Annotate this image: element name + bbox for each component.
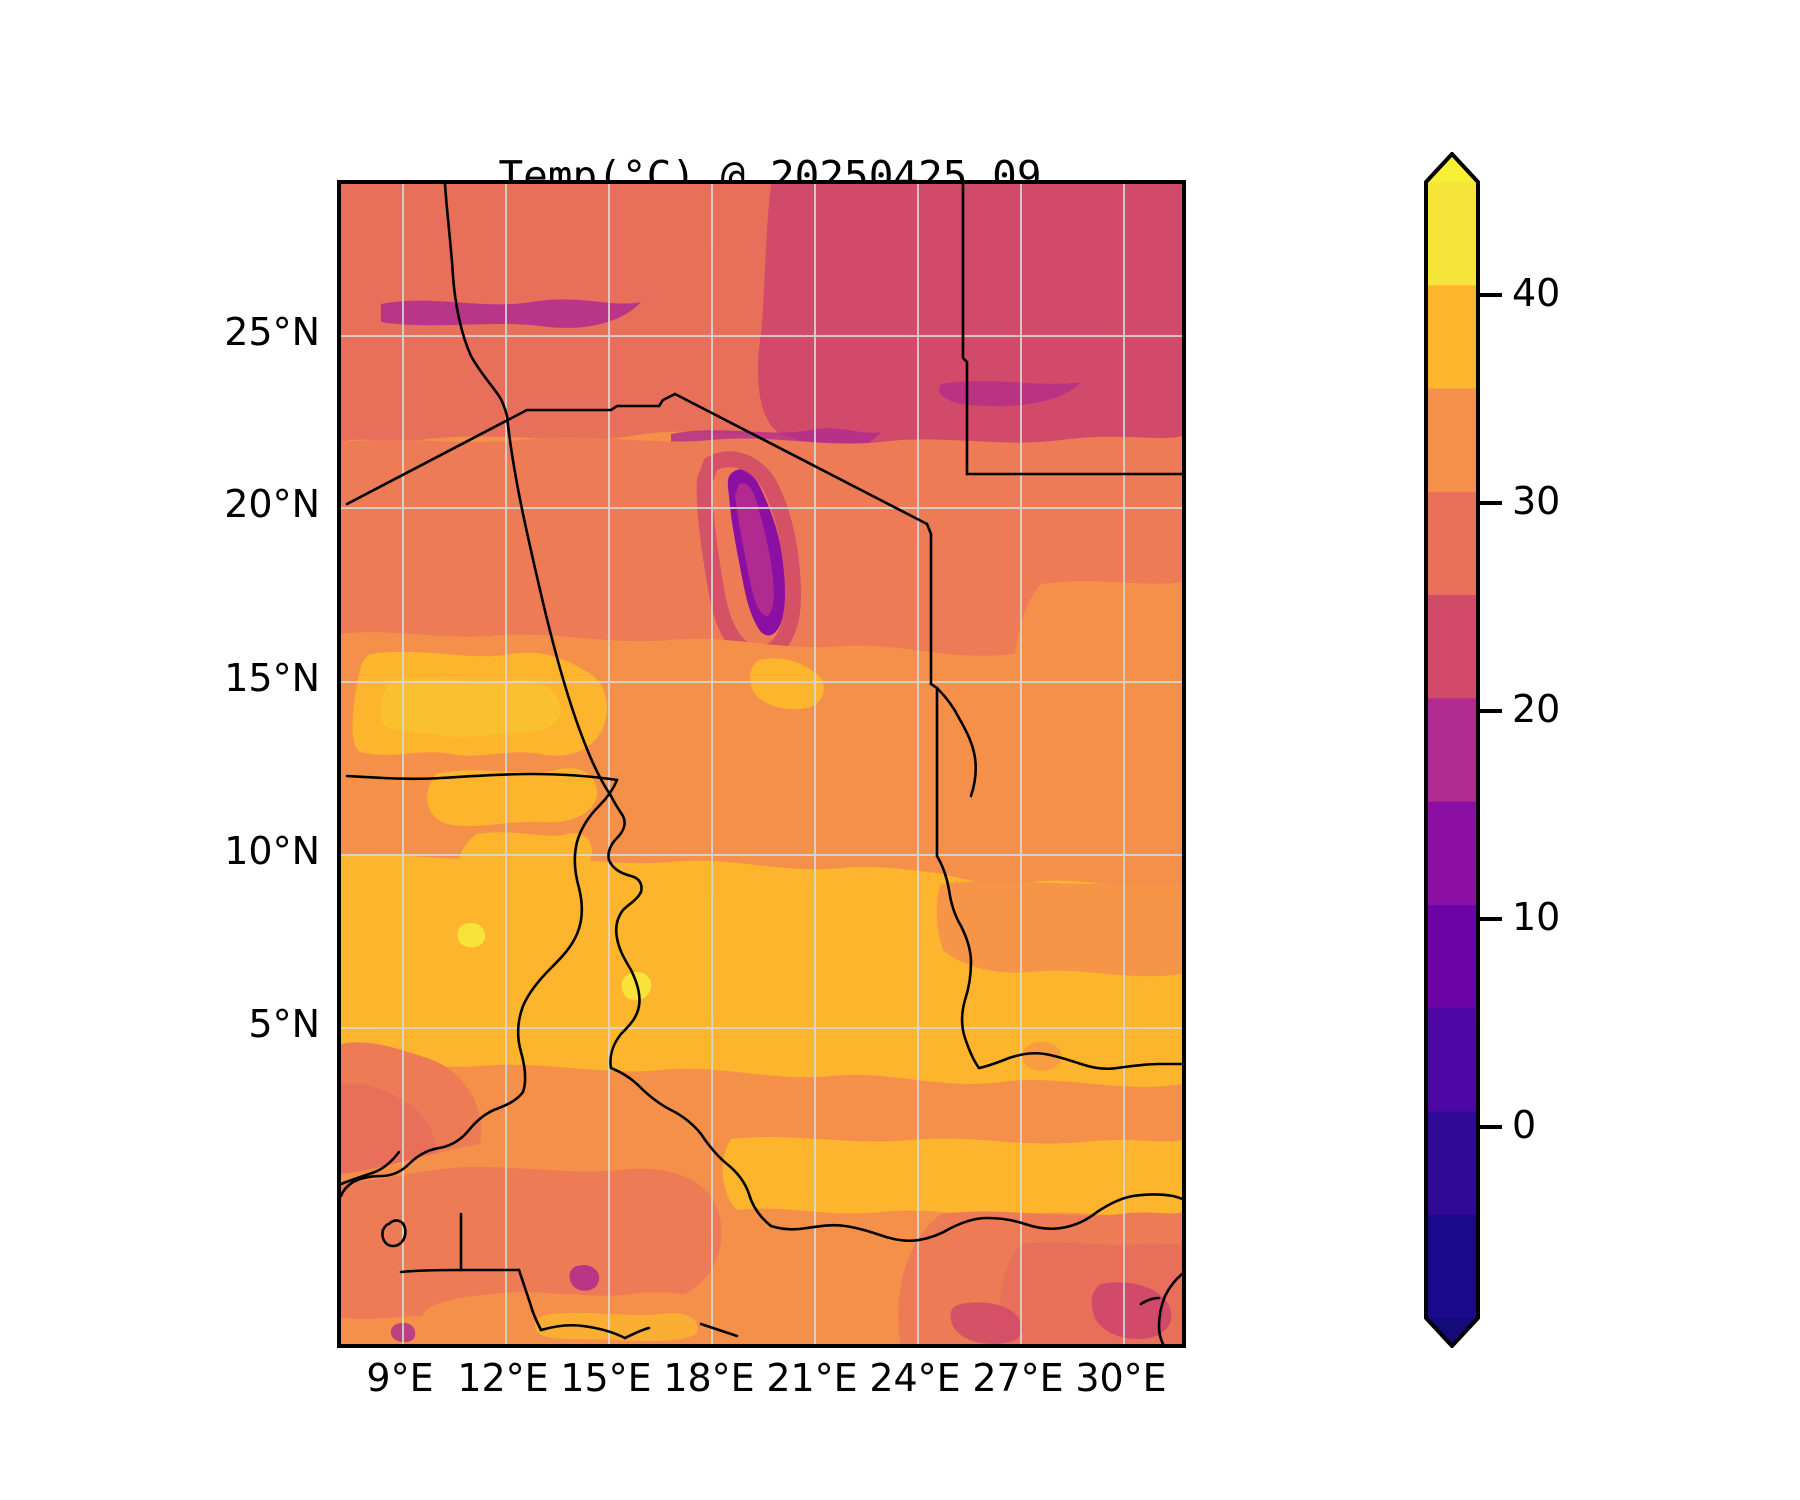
colorbar-band	[1426, 388, 1478, 493]
x-axis-ticklabels: 9°E 12°E 15°E 18°E 21°E 24°E 27°E 30°E	[0, 1356, 1800, 1416]
colorbar-band	[1426, 801, 1478, 906]
colorbar-tick-label: 0	[1512, 1103, 1537, 1147]
x-tick-label: 18°E	[663, 1356, 755, 1400]
colorbar-tick-mark	[1480, 709, 1502, 713]
colorbar[interactable]	[1424, 152, 1480, 1348]
colorbar-under-arrow	[1426, 1318, 1478, 1346]
y-tick-label: 10°N	[224, 829, 320, 873]
colorbar-outline	[1424, 152, 1480, 1348]
map-plot-area[interactable]	[337, 180, 1186, 1348]
colorbar-tick-label: 40	[1512, 271, 1561, 315]
colorbar-tick-mark	[1480, 917, 1502, 921]
colorbar-band	[1426, 1214, 1478, 1319]
colorbar-band	[1426, 182, 1478, 286]
colorbar-gradient	[1424, 152, 1480, 1348]
x-tick-label: 30°E	[1075, 1356, 1167, 1400]
colorbar-tick-label: 30	[1512, 479, 1561, 523]
colorbar-tick-mark	[1480, 1125, 1502, 1129]
temperature-field	[341, 184, 1182, 1344]
colorbar-band	[1426, 904, 1478, 1009]
colorbar-tick-label: 20	[1512, 687, 1561, 731]
colorbar-tick-mark	[1480, 293, 1502, 297]
colorbar-band	[1426, 1008, 1478, 1113]
x-tick-label: 24°E	[869, 1356, 961, 1400]
colorbar-band	[1426, 285, 1478, 390]
y-tick-label: 15°N	[224, 656, 320, 700]
colorbar-band	[1426, 698, 1478, 803]
y-tick-label: 25°N	[224, 310, 320, 354]
colorbar-tick-mark	[1480, 501, 1502, 505]
colorbar-over-arrow	[1426, 154, 1478, 182]
x-tick-label: 21°E	[766, 1356, 858, 1400]
x-tick-label: 9°E	[366, 1356, 434, 1400]
x-tick-label: 12°E	[457, 1356, 549, 1400]
colorbar-ticklabels: 40 30 20 10 0	[1512, 0, 1712, 1500]
x-tick-label: 15°E	[560, 1356, 652, 1400]
y-tick-label: 5°N	[248, 1002, 320, 1046]
colorbar-band	[1426, 1111, 1478, 1216]
y-tick-label: 20°N	[224, 482, 320, 526]
colorbar-band	[1426, 595, 1478, 699]
colorbar-tick-label: 10	[1512, 895, 1561, 939]
x-tick-label: 27°E	[972, 1356, 1064, 1400]
colorbar-band	[1426, 491, 1478, 596]
